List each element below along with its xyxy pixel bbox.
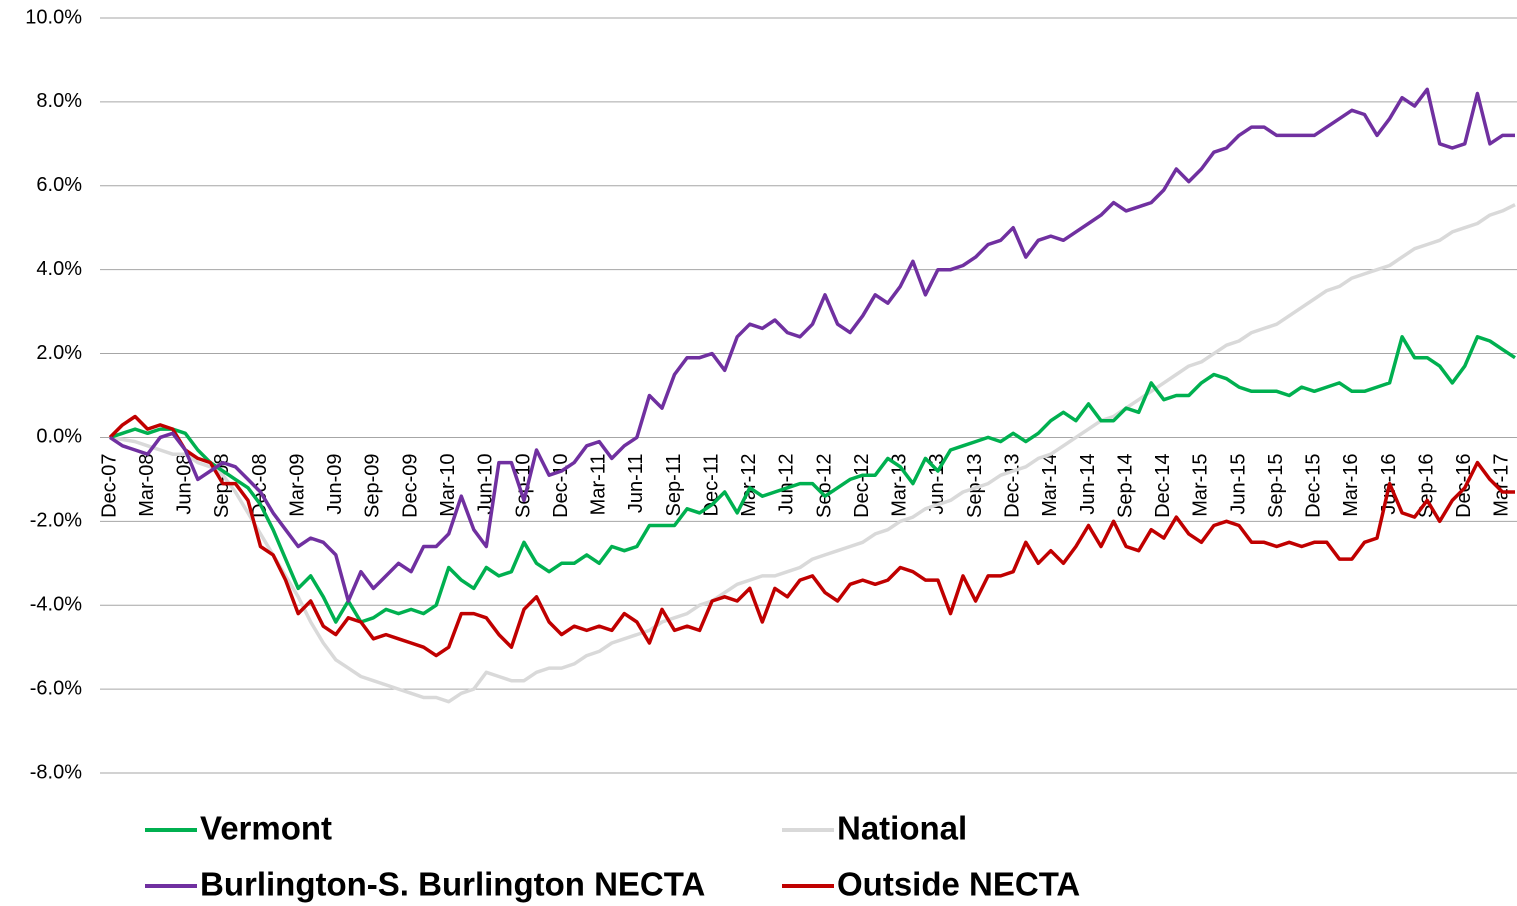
y-tick-label: -2.0% <box>30 510 82 532</box>
x-tick-label: Dec-12 <box>851 453 873 517</box>
legend-label: Burlington-S. Burlington NECTA <box>200 866 705 903</box>
y-tick-label: 4.0% <box>36 258 82 280</box>
x-tick-label: Mar-10 <box>437 453 459 516</box>
legend-label: National <box>837 810 967 847</box>
x-tick-label: Jun-10 <box>475 453 497 514</box>
x-tick-label: Jun-15 <box>1227 453 1249 514</box>
y-tick-label: -4.0% <box>30 594 82 616</box>
x-tick-label: Jun-12 <box>776 453 798 514</box>
x-tick-label: Sep-16 <box>1415 453 1437 518</box>
x-tick-label: Mar-14 <box>1039 453 1061 516</box>
y-tick-label: 10.0% <box>25 6 82 28</box>
x-tick-label: Mar-13 <box>889 453 911 516</box>
x-tick-label: Dec-10 <box>550 453 572 517</box>
x-tick-label: Mar-11 <box>588 453 610 515</box>
x-tick-label: Dec-14 <box>1152 453 1174 517</box>
x-tick-label: Sep-13 <box>964 453 986 518</box>
x-tick-label: Jun-14 <box>1077 453 1099 514</box>
x-tick-label: Sep-14 <box>1114 453 1136 518</box>
x-tick-label: Mar-09 <box>286 453 308 516</box>
x-tick-label: Mar-16 <box>1340 453 1362 516</box>
x-tick-label: Jun-11 <box>625 453 647 513</box>
y-tick-label: -6.0% <box>30 677 82 699</box>
x-tick-label: Sep-15 <box>1265 453 1287 518</box>
x-tick-label: Mar-17 <box>1491 453 1513 516</box>
x-tick-label: Dec-07 <box>98 453 120 517</box>
x-tick-label: Dec-15 <box>1303 453 1325 517</box>
x-tick-label: Jun-09 <box>324 453 346 514</box>
y-tick-label: 0.0% <box>36 426 82 448</box>
x-tick-label: Jun-08 <box>174 453 196 514</box>
x-tick-label: Sep-12 <box>813 453 835 518</box>
series-line <box>109 203 1516 704</box>
x-tick-label: Dec-09 <box>399 453 421 517</box>
x-tick-label: Mar-08 <box>136 453 158 516</box>
x-tick-label: Sep-11 <box>663 453 685 516</box>
x-tick-label: Dec-13 <box>1001 453 1023 517</box>
legend-label: Outside NECTA <box>837 866 1080 903</box>
y-tick-label: 2.0% <box>36 342 82 364</box>
x-tick-label: Sep-10 <box>512 453 534 518</box>
x-tick-label: Jun-13 <box>926 453 948 514</box>
y-tick-label: -8.0% <box>30 761 82 783</box>
x-tick-label: Mar-15 <box>1190 453 1212 516</box>
series-line <box>109 335 1516 624</box>
y-tick-label: 6.0% <box>36 174 82 196</box>
series-line <box>108 414 1515 658</box>
x-tick-label: Sep-09 <box>362 453 384 518</box>
legend-label: Vermont <box>200 810 332 847</box>
y-tick-label: 8.0% <box>36 90 82 112</box>
series-line <box>109 87 1515 603</box>
